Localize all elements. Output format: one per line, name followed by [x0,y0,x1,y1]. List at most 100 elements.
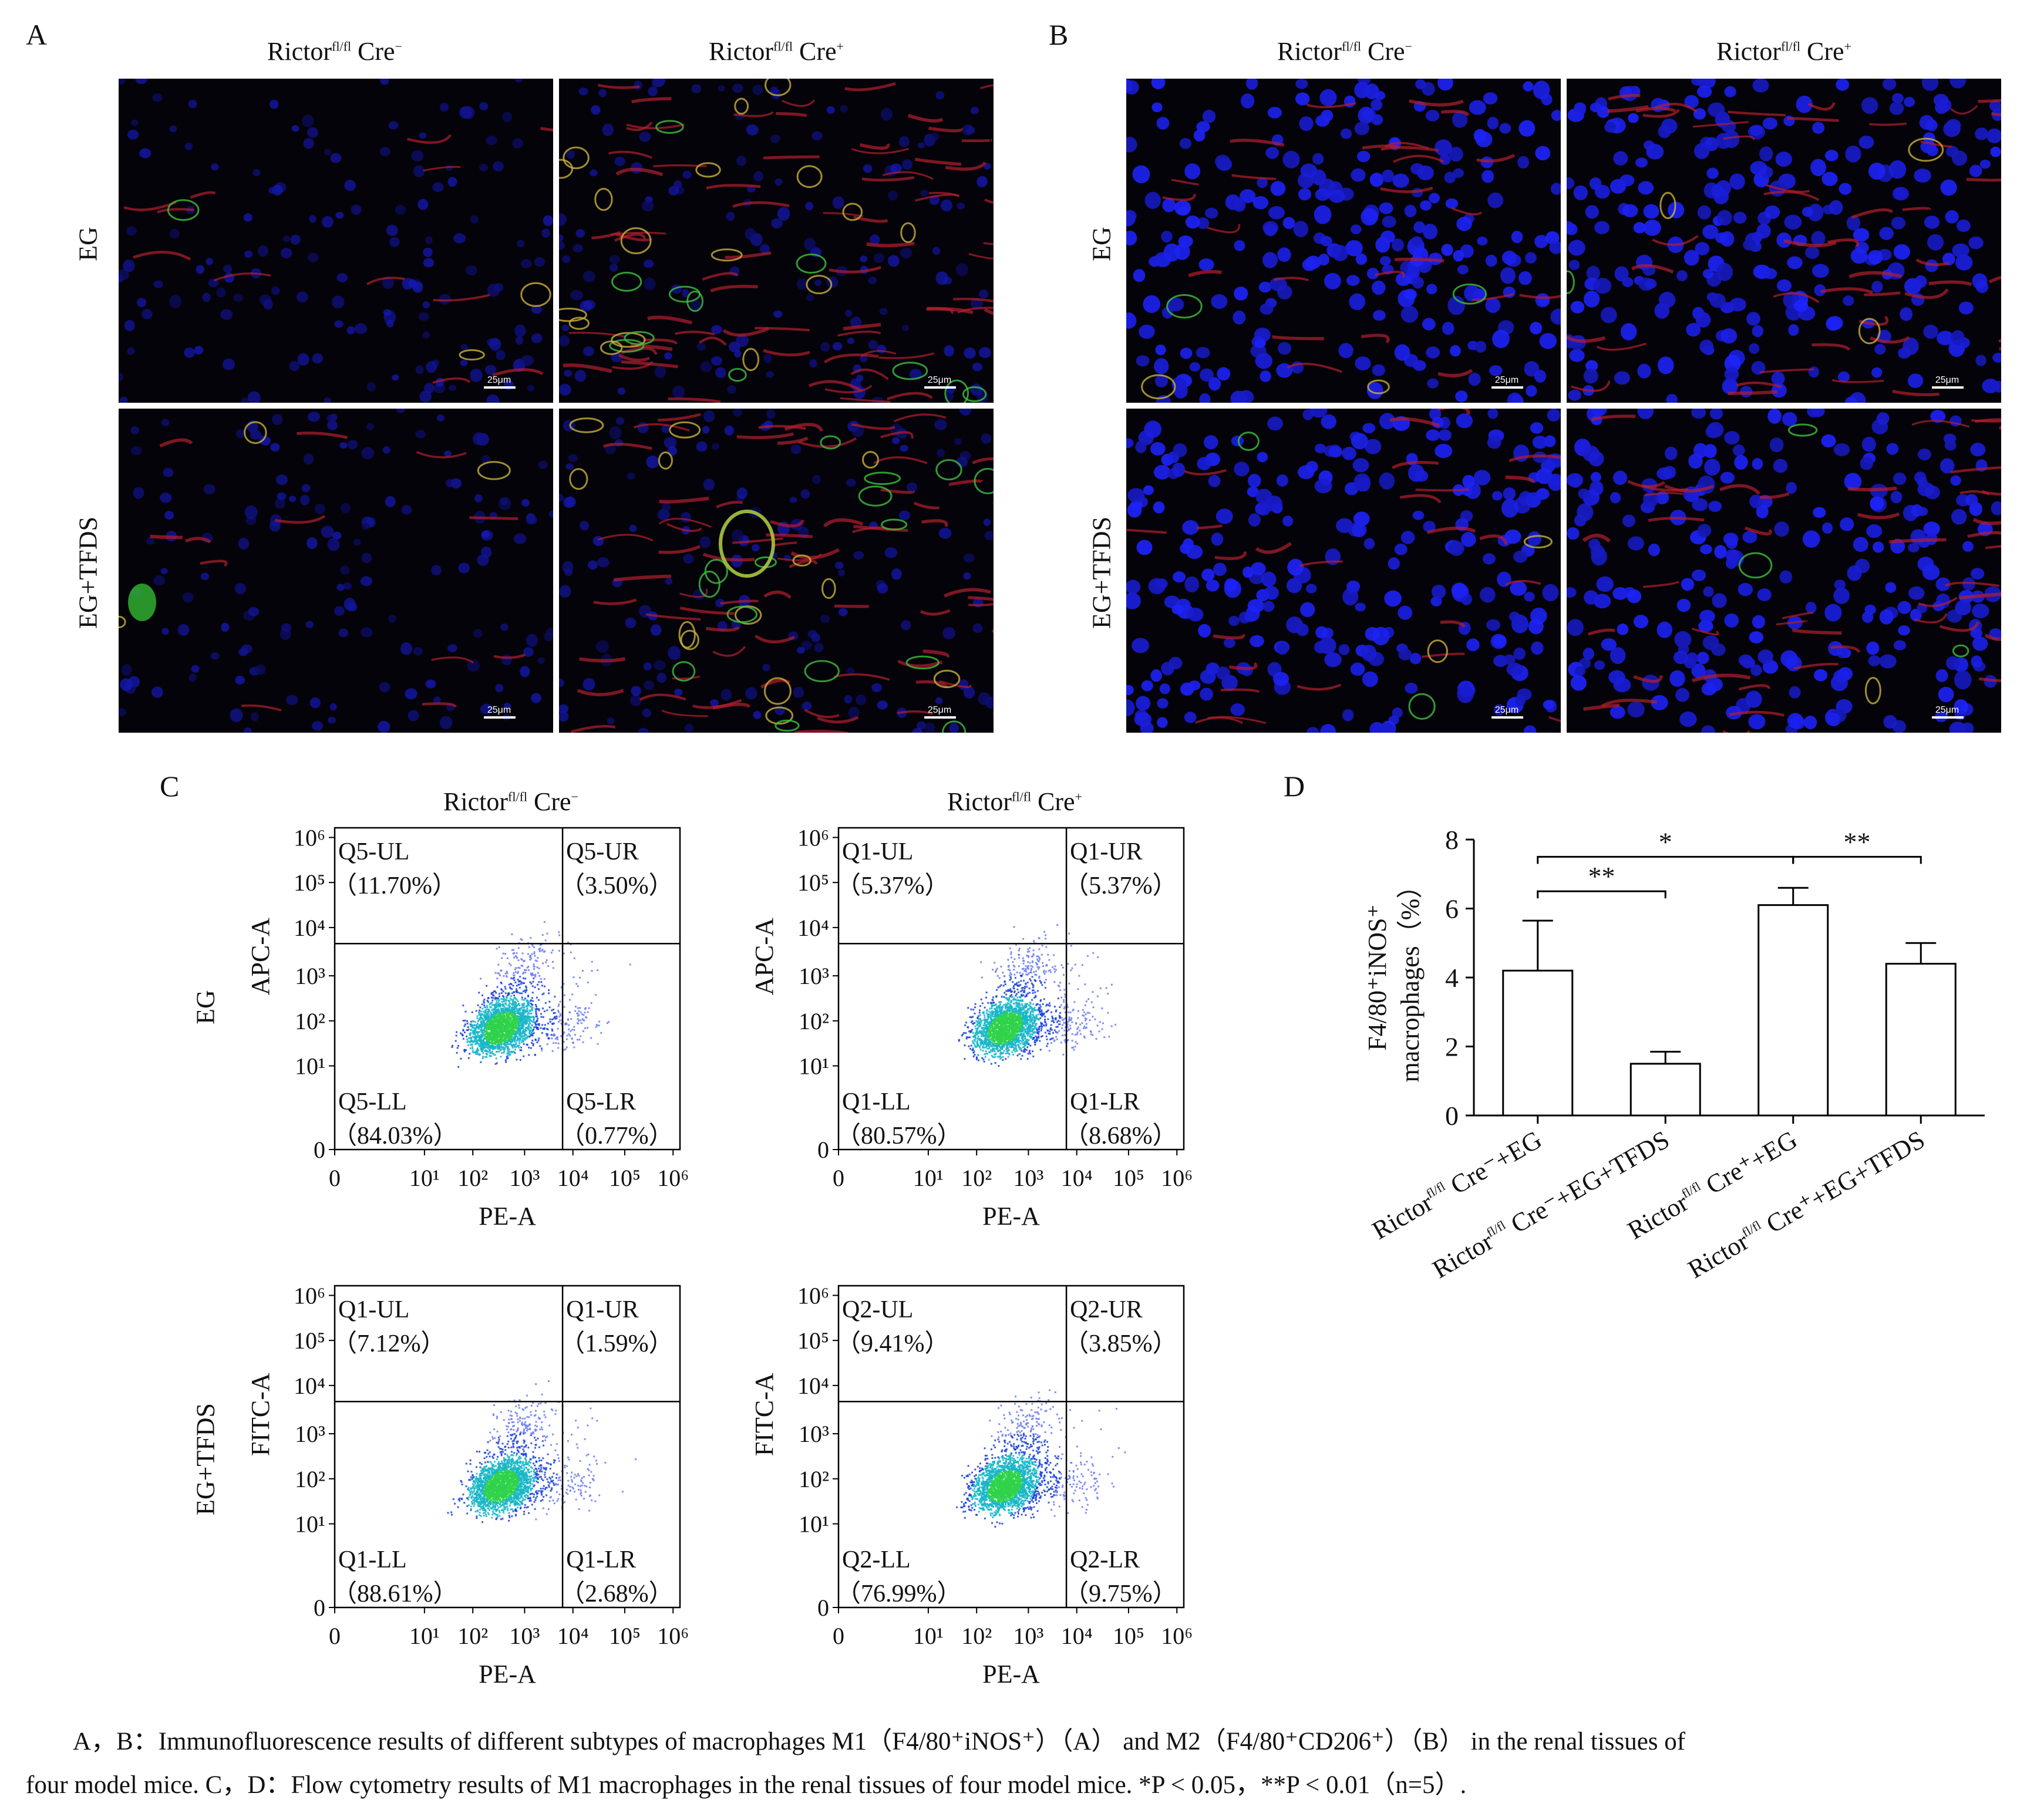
nucleus [568,454,578,463]
membrane-stain [1807,102,1836,111]
membrane-stain [433,294,490,302]
event-dot [508,1018,510,1020]
event-dot [505,1023,507,1026]
event-dot [478,992,480,994]
event-dot [527,1012,530,1015]
event-dot [512,1008,514,1010]
membrane-stain [1591,414,1636,422]
panel-a-row1-label: EG [73,227,103,261]
event-dot [994,1053,996,1056]
quadrant-ur-label: Q5-UR [566,838,639,865]
event-dot [487,1026,490,1028]
event-dot [1002,985,1005,987]
event-dot [502,1000,504,1003]
event-dot [474,1038,476,1040]
nucleus [1353,511,1370,526]
nucleus [715,598,725,608]
event-dot [497,1044,499,1046]
event-dot [494,1004,496,1006]
nucleus [1200,669,1216,684]
event-dot [480,1020,483,1022]
nucleus [1702,635,1719,651]
nucleus [598,89,607,97]
event-dot [502,1003,504,1005]
nucleus [681,289,689,298]
event-dot [522,1009,524,1012]
event-dot [573,1026,575,1028]
membrane-stain [1759,492,1790,500]
event-dot [526,1009,528,1011]
nucleus [252,169,261,176]
membrane-stain [666,523,702,532]
event-dot [574,1034,576,1036]
event-dot [504,1000,506,1002]
nucleus [235,429,245,439]
nucleus [1840,517,1854,531]
membrane-stain [612,360,654,370]
membrane-stain [1722,730,1751,733]
nucleus [1295,92,1310,106]
membrane-stain [297,432,348,439]
nucleus [1821,434,1836,448]
event-dot [466,1020,469,1022]
event-dot [484,1026,486,1028]
nucleus [1350,224,1362,234]
nucleus [1485,254,1497,267]
event-dot [514,1033,517,1035]
nucleus [299,495,310,505]
event-dot [979,1009,981,1012]
nucleus [1993,380,2001,393]
membrane-stain [706,184,761,190]
nucleus [1979,159,1991,169]
nucleus [559,234,564,242]
nucleus [1917,507,1928,516]
event-dot [500,1013,502,1016]
membrane-stain [647,315,693,325]
green-cell [477,461,511,480]
event-dot [533,974,536,976]
nucleus [1312,153,1324,165]
green-cell [128,584,156,621]
event-dot [463,1049,466,1051]
nucleus [639,132,651,142]
event-dot [528,1022,531,1024]
nucleus [1320,235,1332,247]
nucleus [1882,79,1897,90]
event-dot [495,1024,497,1027]
event-dot [1058,1015,1060,1017]
nucleus [1927,234,1944,251]
event-dot [577,1017,579,1020]
membrane-stain [593,598,637,605]
nucleus [1860,457,1874,470]
nucleus [1749,125,1763,136]
nucleus [901,620,911,631]
event-dot [487,1024,490,1027]
event-dot [466,1035,468,1037]
event-dot [534,1054,536,1056]
event-dot [505,1034,507,1037]
event-dot [492,1036,494,1038]
event-dot [527,1010,529,1013]
event-dot [506,1045,508,1047]
nucleus [184,142,193,150]
nucleus [169,125,177,133]
nucleus [336,584,345,591]
micrograph-b-eg-cre-neg: 25μm [1126,79,1561,403]
event-dot [538,975,541,977]
membrane-stain [983,242,994,245]
event-dot [503,1013,505,1016]
event-dot [524,1035,526,1037]
nucleus [191,665,200,673]
event-dot [578,1020,580,1022]
membrane-stain [789,559,818,568]
event-dot [484,1036,487,1038]
event-dot [481,1013,483,1016]
nucleus [1610,647,1626,664]
panel-c-row1-label: EG [191,990,220,1024]
nucleus [868,277,877,284]
event-dot [482,1010,484,1013]
event-dot [494,1011,496,1013]
event-dot [496,986,499,988]
event-dot [501,1042,503,1044]
membrane-stain [736,432,794,439]
